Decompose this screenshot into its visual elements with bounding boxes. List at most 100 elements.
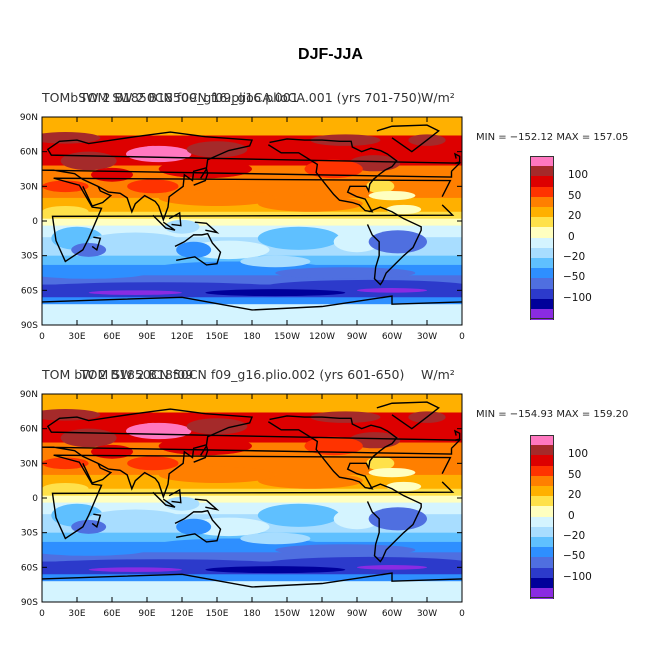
- lon-tick-label: 120W: [309, 609, 335, 619]
- coastline: [152, 491, 176, 508]
- coastline: [366, 206, 422, 286]
- field-patch: [88, 567, 182, 572]
- figure-title: DJF-JJA: [298, 46, 363, 63]
- lat-tick-label: 0: [32, 494, 38, 504]
- field-patch: [257, 195, 363, 212]
- coastline: [376, 401, 440, 430]
- field-patch: [310, 134, 381, 146]
- colorbar-label: 0: [568, 509, 575, 522]
- lon-tick-label: 120E: [171, 609, 194, 619]
- field-patch: [88, 509, 182, 529]
- lon-tick-label: 120W: [309, 332, 335, 342]
- field-patch: [176, 518, 212, 535]
- lon-tick-label: 0: [459, 609, 465, 619]
- coastline: [51, 177, 455, 263]
- lat-tick-label: 60N: [20, 425, 38, 435]
- field-band: [42, 304, 462, 325]
- colorbar-label: 50: [568, 189, 582, 202]
- lat-tick-label: 30N: [20, 459, 38, 469]
- lat-tick-label: 90S: [21, 321, 38, 331]
- colorbar-label: 20: [568, 489, 582, 502]
- field-patch: [141, 145, 165, 153]
- field-band: [42, 297, 462, 305]
- colorbar-label: −50: [563, 271, 586, 284]
- field-patch: [42, 409, 101, 421]
- lon-tick-label: 90W: [347, 332, 367, 342]
- field-patch: [257, 503, 340, 527]
- coastline: [267, 415, 398, 490]
- field-patch: [257, 472, 363, 489]
- coastline: [168, 211, 182, 227]
- field-patch: [257, 226, 340, 250]
- field-patch: [368, 230, 428, 254]
- coastline: [42, 295, 462, 311]
- coastline: [91, 513, 102, 529]
- field-patch: [275, 544, 416, 556]
- lon-tick-label: 180: [243, 332, 260, 342]
- lon-tick-label: 30W: [417, 609, 437, 619]
- lon-tick-label: 150W: [274, 609, 300, 619]
- lon-tick-label: 150E: [206, 332, 229, 342]
- field-patch: [42, 482, 89, 495]
- field-patch: [368, 467, 416, 478]
- field-patch: [368, 190, 416, 201]
- field-patch: [240, 255, 311, 268]
- lon-tick-label: 180: [243, 609, 260, 619]
- field-patch: [60, 428, 117, 448]
- field-patch: [420, 179, 458, 194]
- field-band: [42, 581, 462, 602]
- panel-title-overlay: TOMbSW 2 B1850CN f09_g16.plioCA.001: [42, 90, 299, 105]
- colorbar-label: 50: [568, 468, 582, 481]
- lat-tick-label: 30N: [20, 182, 38, 192]
- lon-tick-label: 0: [459, 332, 465, 342]
- lon-tick-label: 150E: [206, 609, 229, 619]
- min-max-label: MIN = −154.93 MAX = 159.20: [476, 409, 629, 420]
- lon-tick-label: 90E: [138, 609, 155, 619]
- lat-tick-label: 0: [32, 217, 38, 227]
- field-patch: [310, 411, 381, 423]
- lon-tick-label: 90E: [138, 332, 155, 342]
- coastline: [453, 152, 461, 164]
- field-patch: [304, 159, 363, 179]
- field-band: [42, 495, 462, 504]
- field-patch: [158, 189, 276, 206]
- lon-tick-label: 30E: [68, 609, 85, 619]
- coastline: [376, 124, 440, 153]
- coastline: [42, 408, 462, 499]
- coastline: [453, 429, 461, 441]
- field-patch: [366, 179, 395, 194]
- colorbar-label: −50: [563, 550, 586, 563]
- coastline: [91, 236, 102, 252]
- colorbar-label: 20: [568, 210, 582, 223]
- lon-tick-label: 0: [39, 609, 45, 619]
- field-patch: [42, 544, 147, 556]
- field-patch: [275, 267, 416, 279]
- field-band: [42, 552, 462, 563]
- field-patch: [187, 517, 270, 537]
- colorbar-label: 100: [568, 448, 589, 461]
- lon-tick-label: 60E: [103, 609, 120, 619]
- field-patch: [304, 436, 363, 456]
- field-band: [42, 574, 462, 582]
- field-patch: [186, 141, 248, 158]
- coastline: [366, 483, 422, 563]
- field-patch: [176, 241, 212, 258]
- field-patch: [357, 288, 427, 293]
- field-patch: [333, 231, 381, 253]
- field-patch: [42, 180, 89, 193]
- field-patch: [127, 179, 179, 194]
- lon-tick-label: 150W: [274, 332, 300, 342]
- colorbar-label: −20: [563, 251, 586, 263]
- coastline: [193, 167, 209, 186]
- field-patch: [91, 444, 133, 459]
- panel-title-main: TOM SW 2 B1850CN f09_g16.plio.002 (yrs 6…: [80, 367, 405, 382]
- lon-tick-label: 60W: [382, 332, 402, 342]
- units-label: W/m²: [421, 90, 455, 105]
- field-patch: [386, 204, 422, 215]
- coastline: [193, 444, 209, 463]
- field-patch: [357, 565, 427, 570]
- colorbar-label: −100: [563, 570, 592, 583]
- field-patch: [42, 205, 89, 218]
